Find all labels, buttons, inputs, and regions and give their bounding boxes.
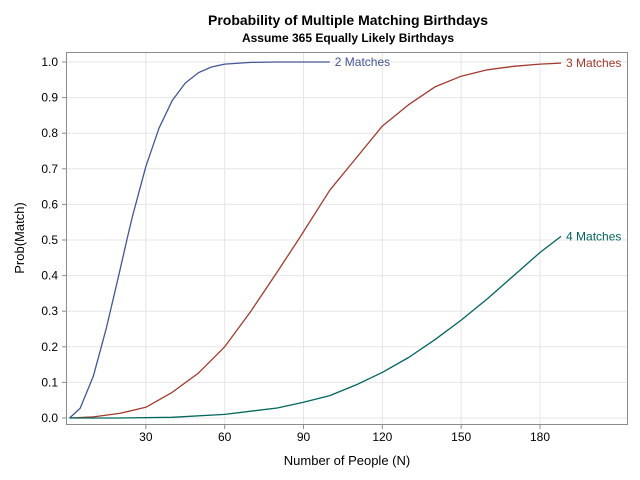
series-labels: 2 Matches 3 Matches 4 Matches — [335, 55, 622, 243]
y-tick-label: 0.0 — [41, 411, 58, 425]
x-tick-label: 180 — [530, 430, 550, 444]
series-label-2: 3 Matches — [566, 56, 621, 70]
series-lines — [69, 61, 562, 419]
chart-subtitle: Assume 365 Equally Likely Birthdays — [242, 31, 454, 45]
series-line-2 — [69, 62, 562, 419]
y-tick-label: 0.9 — [41, 91, 58, 105]
y-tick-label: 0.7 — [41, 162, 58, 176]
y-tick-label: 0.5 — [41, 233, 58, 247]
y-tick-label: 0.4 — [41, 269, 58, 283]
chart-title: Probability of Multiple Matching Birthda… — [208, 12, 488, 28]
x-axis-label: Number of People (N) — [284, 453, 410, 468]
y-axis-label: Prob(Match) — [12, 202, 27, 274]
x-tick-label: 90 — [297, 430, 311, 444]
y-tick-label: 1.0 — [41, 55, 58, 69]
y-tick-label: 0.2 — [41, 340, 58, 354]
series-line-3 — [69, 235, 562, 419]
plot-frame — [66, 52, 628, 425]
x-tick-label: 150 — [451, 430, 471, 444]
x-tick-label: 120 — [372, 430, 392, 444]
y-tick-label: 0.6 — [41, 197, 58, 211]
series-line-1 — [69, 61, 330, 419]
series-label-1: 2 Matches — [335, 55, 390, 69]
grid — [67, 53, 627, 424]
x-tick-label: 60 — [218, 430, 232, 444]
x-axis: 30 60 90 120 150 180 — [139, 424, 550, 444]
series-label-3: 4 Matches — [566, 229, 621, 243]
y-tick-label: 0.3 — [41, 304, 58, 318]
y-axis: 0.0 0.1 0.2 0.3 0.4 0.5 0.6 0.7 0.8 0.9 1.0 — [41, 55, 67, 425]
y-tick-label: 0.8 — [41, 126, 58, 140]
y-tick-label: 0.1 — [41, 375, 58, 389]
x-tick-label: 30 — [139, 430, 153, 444]
